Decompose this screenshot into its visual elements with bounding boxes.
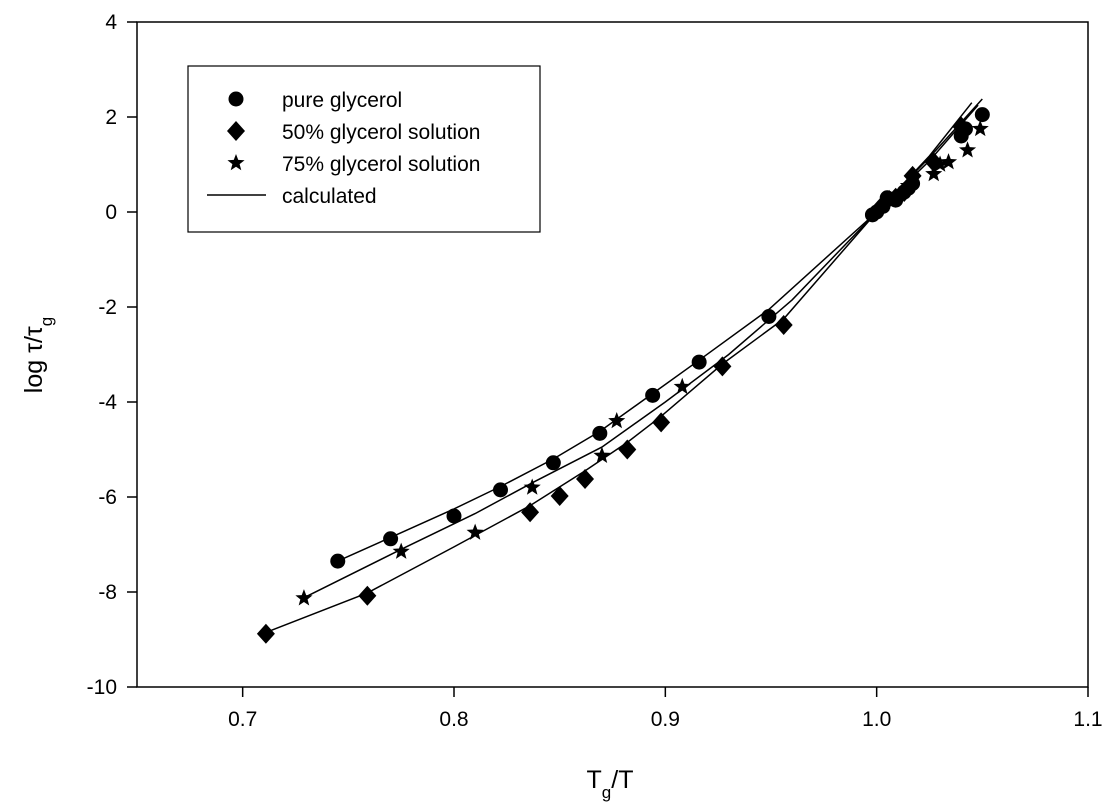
glycerol-50-point bbox=[774, 315, 793, 336]
glycerol-50-point bbox=[952, 116, 971, 137]
glycerol-75-point bbox=[295, 589, 313, 606]
y-axis-title-sub: g bbox=[37, 317, 56, 326]
legend-star-marker bbox=[227, 154, 245, 171]
x-axis-title-sub: g bbox=[602, 783, 611, 802]
pure-glycerol-point bbox=[691, 354, 707, 370]
y-tick-label: -2 bbox=[98, 296, 117, 319]
y-tick-label: 2 bbox=[105, 106, 117, 129]
data-points bbox=[256, 107, 990, 644]
x-axis-title-main: T bbox=[587, 766, 602, 794]
glycerol-50-point bbox=[256, 623, 275, 644]
glycerol-50-point bbox=[713, 356, 732, 377]
glycerol-75-point bbox=[608, 412, 626, 429]
glycerol-75-point bbox=[899, 176, 917, 194]
glycerol-75-point bbox=[971, 119, 989, 137]
glycerol-75-point bbox=[673, 377, 691, 395]
glycerol-50-point bbox=[358, 585, 377, 606]
y-tick-label: -6 bbox=[98, 486, 117, 509]
y-axis-title-main: log τ/τ bbox=[20, 326, 48, 393]
glycerol-50-point bbox=[521, 502, 540, 523]
y-tick-label: -10 bbox=[87, 676, 117, 699]
legend-label-75-solution: 75% glycerol solution bbox=[282, 153, 480, 176]
x-axis-title: Tg/T bbox=[587, 766, 634, 802]
pure-glycerol-point bbox=[761, 309, 777, 324]
legend-diamond-marker bbox=[227, 121, 245, 141]
x-tick-label: 0.8 bbox=[439, 708, 468, 731]
glycerol-50-point bbox=[652, 412, 671, 433]
y-axis-title: log τ/τg bbox=[20, 317, 56, 393]
glycerol-75-point bbox=[880, 189, 898, 206]
pure-glycerol-point bbox=[974, 107, 990, 123]
glycerol-75-point bbox=[931, 155, 949, 172]
legend-label-calculated: calculated bbox=[282, 185, 377, 208]
y-tick-label: 0 bbox=[105, 201, 117, 224]
x-axis-title-tail: /T bbox=[611, 766, 633, 794]
y-tick-label: 4 bbox=[105, 11, 117, 34]
legend-circle-marker bbox=[228, 91, 244, 107]
x-tick-label: 1.0 bbox=[862, 708, 891, 731]
x-tick-label: 0.7 bbox=[228, 708, 257, 731]
y-tick-label: -8 bbox=[98, 581, 117, 604]
pure-glycerol-point bbox=[383, 531, 399, 547]
legend-box bbox=[187, 65, 541, 233]
x-tick-label: 1.1 bbox=[1073, 708, 1102, 731]
glycerol-50-point bbox=[576, 468, 595, 489]
glycerol-75-point bbox=[593, 446, 611, 463]
pure-glycerol-point bbox=[492, 482, 508, 498]
pure-glycerol-point bbox=[592, 425, 608, 441]
glycerol-75-point bbox=[958, 141, 977, 158]
pure-glycerol-point bbox=[545, 455, 561, 471]
pure-glycerol-point bbox=[645, 387, 661, 403]
glycerol-75-point bbox=[939, 153, 958, 170]
x-tick-label: 0.9 bbox=[651, 708, 680, 731]
legend-label-50-solution: 50% glycerol solution bbox=[282, 121, 480, 144]
axes: 0.7 0.8 0.9 1.0 1.1 -10 -8 -6 -4 -2 0 2 4 bbox=[87, 11, 1103, 731]
glycerol-75-point bbox=[392, 542, 410, 559]
y-tick-label: -4 bbox=[98, 391, 117, 414]
legend: pure glycerol 50% glycerol solution 75% … bbox=[187, 65, 541, 233]
pure-glycerol-point bbox=[330, 553, 346, 569]
glycerol-50-point bbox=[550, 486, 569, 507]
glycerol-75-point bbox=[925, 165, 943, 182]
glycerol-75-point bbox=[466, 523, 484, 540]
pure-glycerol-point bbox=[446, 508, 462, 524]
glycerol-75-point bbox=[523, 478, 541, 495]
glycerol-50-point bbox=[618, 439, 637, 460]
legend-label-pure-glycerol: pure glycerol bbox=[282, 89, 402, 112]
